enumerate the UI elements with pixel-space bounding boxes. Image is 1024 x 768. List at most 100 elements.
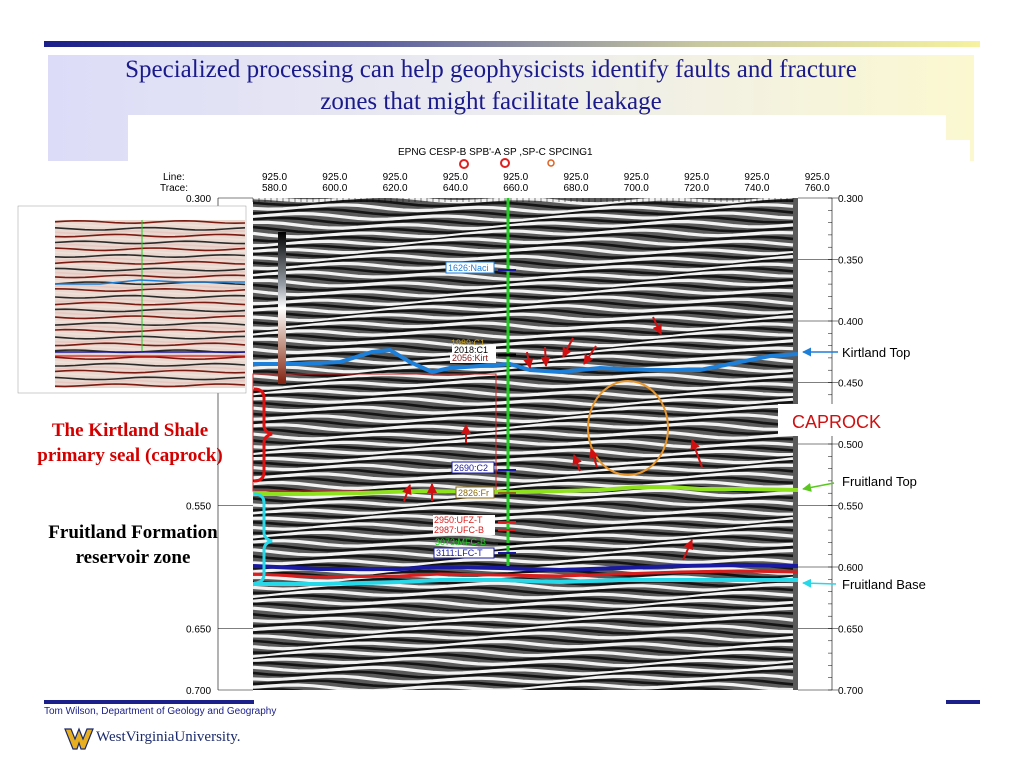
reflector-stripe [253,467,794,479]
reflector-stripe [253,413,794,424]
footer-credit: Tom Wilson, Department of Geology and Ge… [44,706,277,717]
wvu-logo-text: WestVirginiaUniversity. [96,729,241,745]
reflector-stripe [253,635,794,647]
inset-reflector-stripe [55,287,245,293]
inset-reflector-stripe [55,359,245,364]
reservoir-description: Fruitland Formation reservoir zone [14,520,252,570]
reflector-stripe [253,555,794,567]
reflector-stripe [253,497,794,508]
line-value: 925.0 [262,172,287,183]
reflector-stripe [253,342,794,352]
reflector-stripe [253,446,793,458]
caprock-description-line2: primary seal (caprock) [37,445,223,466]
inset-reflector-stripe [55,253,245,259]
kirtland-top-horizon [253,347,798,375]
well-top-ticks [498,269,516,554]
reflector-stripe [253,211,794,223]
reflector-stripe [253,308,794,319]
well-top-c2: 2690:C2 [454,463,488,473]
fault-arrows [402,316,703,561]
reflector-stripe [253,379,794,391]
reflector-stripe [253,299,794,311]
inset-reflector-stripe [55,345,245,350]
inset-reflector-stripe [55,379,245,384]
line-value: 925.0 [322,172,347,183]
line-value: 925.0 [624,172,649,183]
right-tick-label: 0.500 [838,440,863,451]
fruitland-top-horizon [253,485,798,496]
reflector-stripe [253,245,794,256]
reflector-stripe [253,358,794,369]
reflector-stripe [253,510,794,520]
reflector-stripe [253,505,793,516]
inset-reflector-stripe [55,383,245,388]
reflector-stripe [253,589,794,600]
trace-value: 640.0 [443,183,468,194]
trace-axis-labels: 925.0580.0925.0600.0925.0620.0925.0640.0… [252,172,830,202]
reflector-stripe [253,518,794,529]
caprock-highlight-ellipse [587,380,669,476]
reflector-stripe [253,644,794,655]
inset-reflector-stripe [55,284,245,289]
seismic-header: EPNG CESP-B SPB'-A SP ,SP-C SPCING1 [398,147,593,158]
line-value: 925.0 [443,172,468,183]
amplitude-color-scale [278,232,286,384]
reflector-stripe [253,228,794,239]
trace-value: 700.0 [624,183,649,194]
well-top-c1a: 1989:C1 [451,338,485,348]
reflector-stripe [253,656,794,668]
reflector-stripe [253,409,794,419]
fruitland-top-label: Fruitland Top [842,474,917,489]
inset-reflector-stripe [55,220,245,225]
reflector-stripe [253,438,794,450]
well-top-ufc-b: 2987:UFC-B [434,525,484,535]
reflector-stripe [253,594,793,604]
inset-reflector-stripe [55,318,245,323]
reflector-stripe [253,585,794,596]
inset-reflector-stripe [55,267,245,272]
reflector-stripe [253,400,794,411]
reflector-stripe [253,614,794,626]
inset-reflector-stripe [55,270,245,276]
reflector-stripe [253,686,735,690]
inset-reflector-stripe [55,342,245,347]
right-tick-label: 0.350 [838,256,863,267]
reflector-stripe [253,665,794,676]
trace-value: 740.0 [744,183,769,194]
reflector-stripe [253,329,794,340]
reflector-stripe [253,249,794,260]
inset-reflector-stripe [55,321,245,327]
reflector-stripe [253,661,794,671]
wvu-logo-icon [64,727,94,750]
well-top-mfc: 3073:MFC-B [435,537,486,547]
line-label: Line: [163,172,185,183]
inset-reflector-stripe [55,250,245,255]
reflector-stripe [253,266,794,277]
reflector-stripe [253,513,794,525]
well-top-nacimiento: 1626:Naci [448,263,489,273]
reflector-stripe [253,421,794,432]
line-value: 925.0 [383,172,408,183]
reflector-stripe [253,312,794,323]
reflector-stripe [253,270,794,281]
inset-reflector-stripe [55,264,245,269]
inset-reflector-stripe [55,325,245,330]
caprock-bracket [253,387,273,483]
slide-title: Specialized processing can help geophysi… [48,54,934,118]
inset-reflector-stripe [55,257,245,262]
caprock-label: CAPROCK [792,412,881,432]
caprock-description-line1: The Kirtland Shale [51,420,209,441]
reflector-stripe [253,539,794,550]
trace-value: 680.0 [564,183,589,194]
reflector-stripe [253,543,794,554]
reflector-stripe [253,337,794,348]
reflector-stripe [253,291,794,302]
well-top-c1b: 2018:C1 [454,345,488,355]
reflector-stripe [253,325,794,335]
reflector-stripe [253,597,794,609]
inset-horizon-blue [55,279,245,285]
reflector-stripe [253,639,794,651]
well-symbol-orange [547,159,555,167]
reflector-stripe [253,392,794,403]
inset-reflector-stripe [55,236,245,242]
